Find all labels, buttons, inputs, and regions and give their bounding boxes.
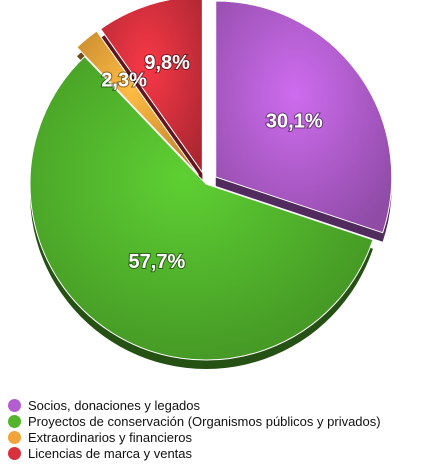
- legend-item: Proyectos de conservación (Organismos pú…: [8, 413, 381, 429]
- legend-label: Licencias de marca y ventas: [28, 445, 193, 461]
- pie-slice: [99, 0, 203, 175]
- legend-label: Proyectos de conservación (Organismos pú…: [28, 413, 381, 429]
- pie-slice: [76, 30, 199, 176]
- legend-item: Socios, donaciones y legados: [8, 397, 381, 413]
- legend-item: Extraordinarios y financieros: [8, 429, 381, 445]
- slice-value-label: 30,1%: [266, 110, 323, 132]
- slice-value-label: 2,3%: [101, 70, 147, 92]
- legend-item: Licencias de marca y ventas: [8, 445, 381, 461]
- pie-slice: [29, 55, 374, 361]
- pie-chart: 30,1% 57,7% 2,3%9,8%: [29, 0, 393, 369]
- legend: Socios, donaciones y legados Proyectos d…: [8, 397, 381, 461]
- slice-value-label: 57,7%: [129, 251, 186, 273]
- legend-swatch: [8, 398, 21, 412]
- legend-swatch: [8, 446, 21, 460]
- pie-slice: [215, 0, 393, 234]
- legend-swatch: [8, 430, 21, 444]
- legend-swatch: [8, 414, 21, 428]
- legend-label: Extraordinarios y financieros: [28, 429, 193, 445]
- slice-value-label: 9,8%: [144, 52, 190, 74]
- legend-label: Socios, donaciones y legados: [28, 397, 201, 413]
